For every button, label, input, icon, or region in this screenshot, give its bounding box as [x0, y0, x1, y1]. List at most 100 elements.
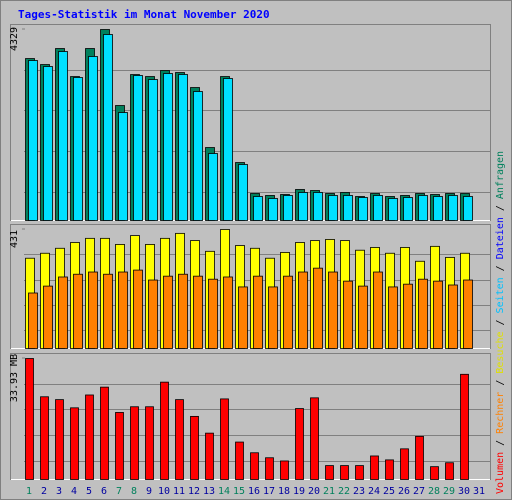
bar — [118, 112, 128, 221]
bar — [325, 465, 334, 480]
bar — [253, 275, 263, 349]
bar — [310, 397, 319, 480]
bar — [343, 195, 353, 221]
x-tick-label: 19 — [293, 486, 305, 497]
x-tick-label: 23 — [353, 486, 365, 497]
bar — [460, 373, 469, 480]
bar — [280, 460, 289, 480]
bar — [238, 286, 248, 349]
x-tick-label: 14 — [218, 486, 230, 497]
legend-separator: / — [495, 380, 506, 386]
x-tick-label: 13 — [203, 486, 215, 497]
bar — [463, 196, 473, 221]
bar — [370, 455, 379, 480]
bar — [430, 466, 439, 480]
bar — [358, 197, 368, 221]
bar — [220, 398, 229, 480]
x-tick-label: 26 — [398, 486, 410, 497]
legend-separator: / — [495, 265, 506, 271]
bar — [193, 275, 203, 349]
bar — [133, 269, 143, 349]
x-tick-label: 9 — [146, 486, 152, 497]
bar — [433, 280, 443, 349]
bar — [418, 278, 428, 349]
bar — [373, 195, 383, 221]
bar — [403, 197, 413, 221]
bar — [28, 60, 38, 221]
legend-entry: Dateien — [495, 217, 506, 259]
bar — [463, 279, 473, 349]
bar — [148, 79, 158, 221]
x-tick-label: 29 — [443, 486, 455, 497]
x-tick-label: 24 — [368, 486, 380, 497]
legend-entry: Besuche — [495, 331, 506, 373]
legend-entry: Seiten — [495, 277, 506, 313]
x-tick-label: 17 — [263, 486, 275, 497]
x-tick-label: 8 — [131, 486, 137, 497]
bar — [403, 283, 413, 349]
bar — [43, 66, 53, 221]
bar — [265, 457, 274, 480]
bar — [388, 198, 398, 221]
bar — [205, 432, 214, 480]
bar — [388, 286, 398, 349]
x-tick-label: 22 — [338, 486, 350, 497]
bar — [178, 74, 188, 221]
x-tick-label: 31 — [473, 486, 485, 497]
x-tick-label: 28 — [428, 486, 440, 497]
bar — [340, 465, 349, 480]
y-tick-label: 4329 — [9, 27, 20, 51]
bar — [208, 278, 218, 349]
bar — [328, 195, 338, 221]
x-tick-label: 16 — [248, 486, 260, 497]
bar — [235, 441, 244, 480]
x-tick-label: 1 — [26, 486, 32, 497]
bar — [253, 196, 263, 221]
bar — [445, 462, 454, 480]
bar — [298, 271, 308, 349]
bar — [25, 358, 34, 480]
x-tick-label: 25 — [383, 486, 395, 497]
bar — [298, 192, 308, 221]
x-tick-label: 6 — [101, 486, 107, 497]
legend-separator: / — [495, 440, 506, 446]
bar — [208, 153, 218, 221]
x-tick-label: 20 — [308, 486, 320, 497]
bar — [193, 91, 203, 221]
bar — [295, 408, 304, 480]
bar — [40, 396, 49, 480]
x-tick-label: 21 — [323, 486, 335, 497]
bar — [448, 284, 458, 349]
bar — [223, 276, 233, 349]
bar — [313, 192, 323, 221]
bar — [88, 271, 98, 349]
bar — [400, 448, 409, 480]
bar — [418, 195, 428, 221]
bar — [55, 399, 64, 480]
bar — [133, 75, 143, 221]
chart-title: Tages-Statistik im Monat November 2020 — [18, 8, 270, 21]
bar — [73, 77, 83, 221]
bar — [433, 196, 443, 221]
x-tick-label: 7 — [116, 486, 122, 497]
x-tick-label: 27 — [413, 486, 425, 497]
bar — [163, 73, 173, 221]
bar — [190, 415, 199, 480]
bar — [145, 406, 154, 480]
bar — [355, 465, 364, 480]
x-tick-label: 18 — [278, 486, 290, 497]
legend-entry: Volumen — [495, 452, 506, 494]
bar — [148, 279, 158, 349]
bar — [43, 285, 53, 349]
legend-separator: / — [495, 319, 506, 325]
bar — [130, 406, 139, 480]
bar — [175, 399, 184, 480]
bar — [283, 275, 293, 349]
legend-entry: Rechner — [495, 392, 506, 434]
bar — [118, 271, 128, 349]
bar — [238, 164, 248, 221]
bar — [268, 286, 278, 349]
x-tick-label: 4 — [71, 486, 77, 497]
legend-separator: / — [495, 205, 506, 211]
bar — [163, 275, 173, 349]
